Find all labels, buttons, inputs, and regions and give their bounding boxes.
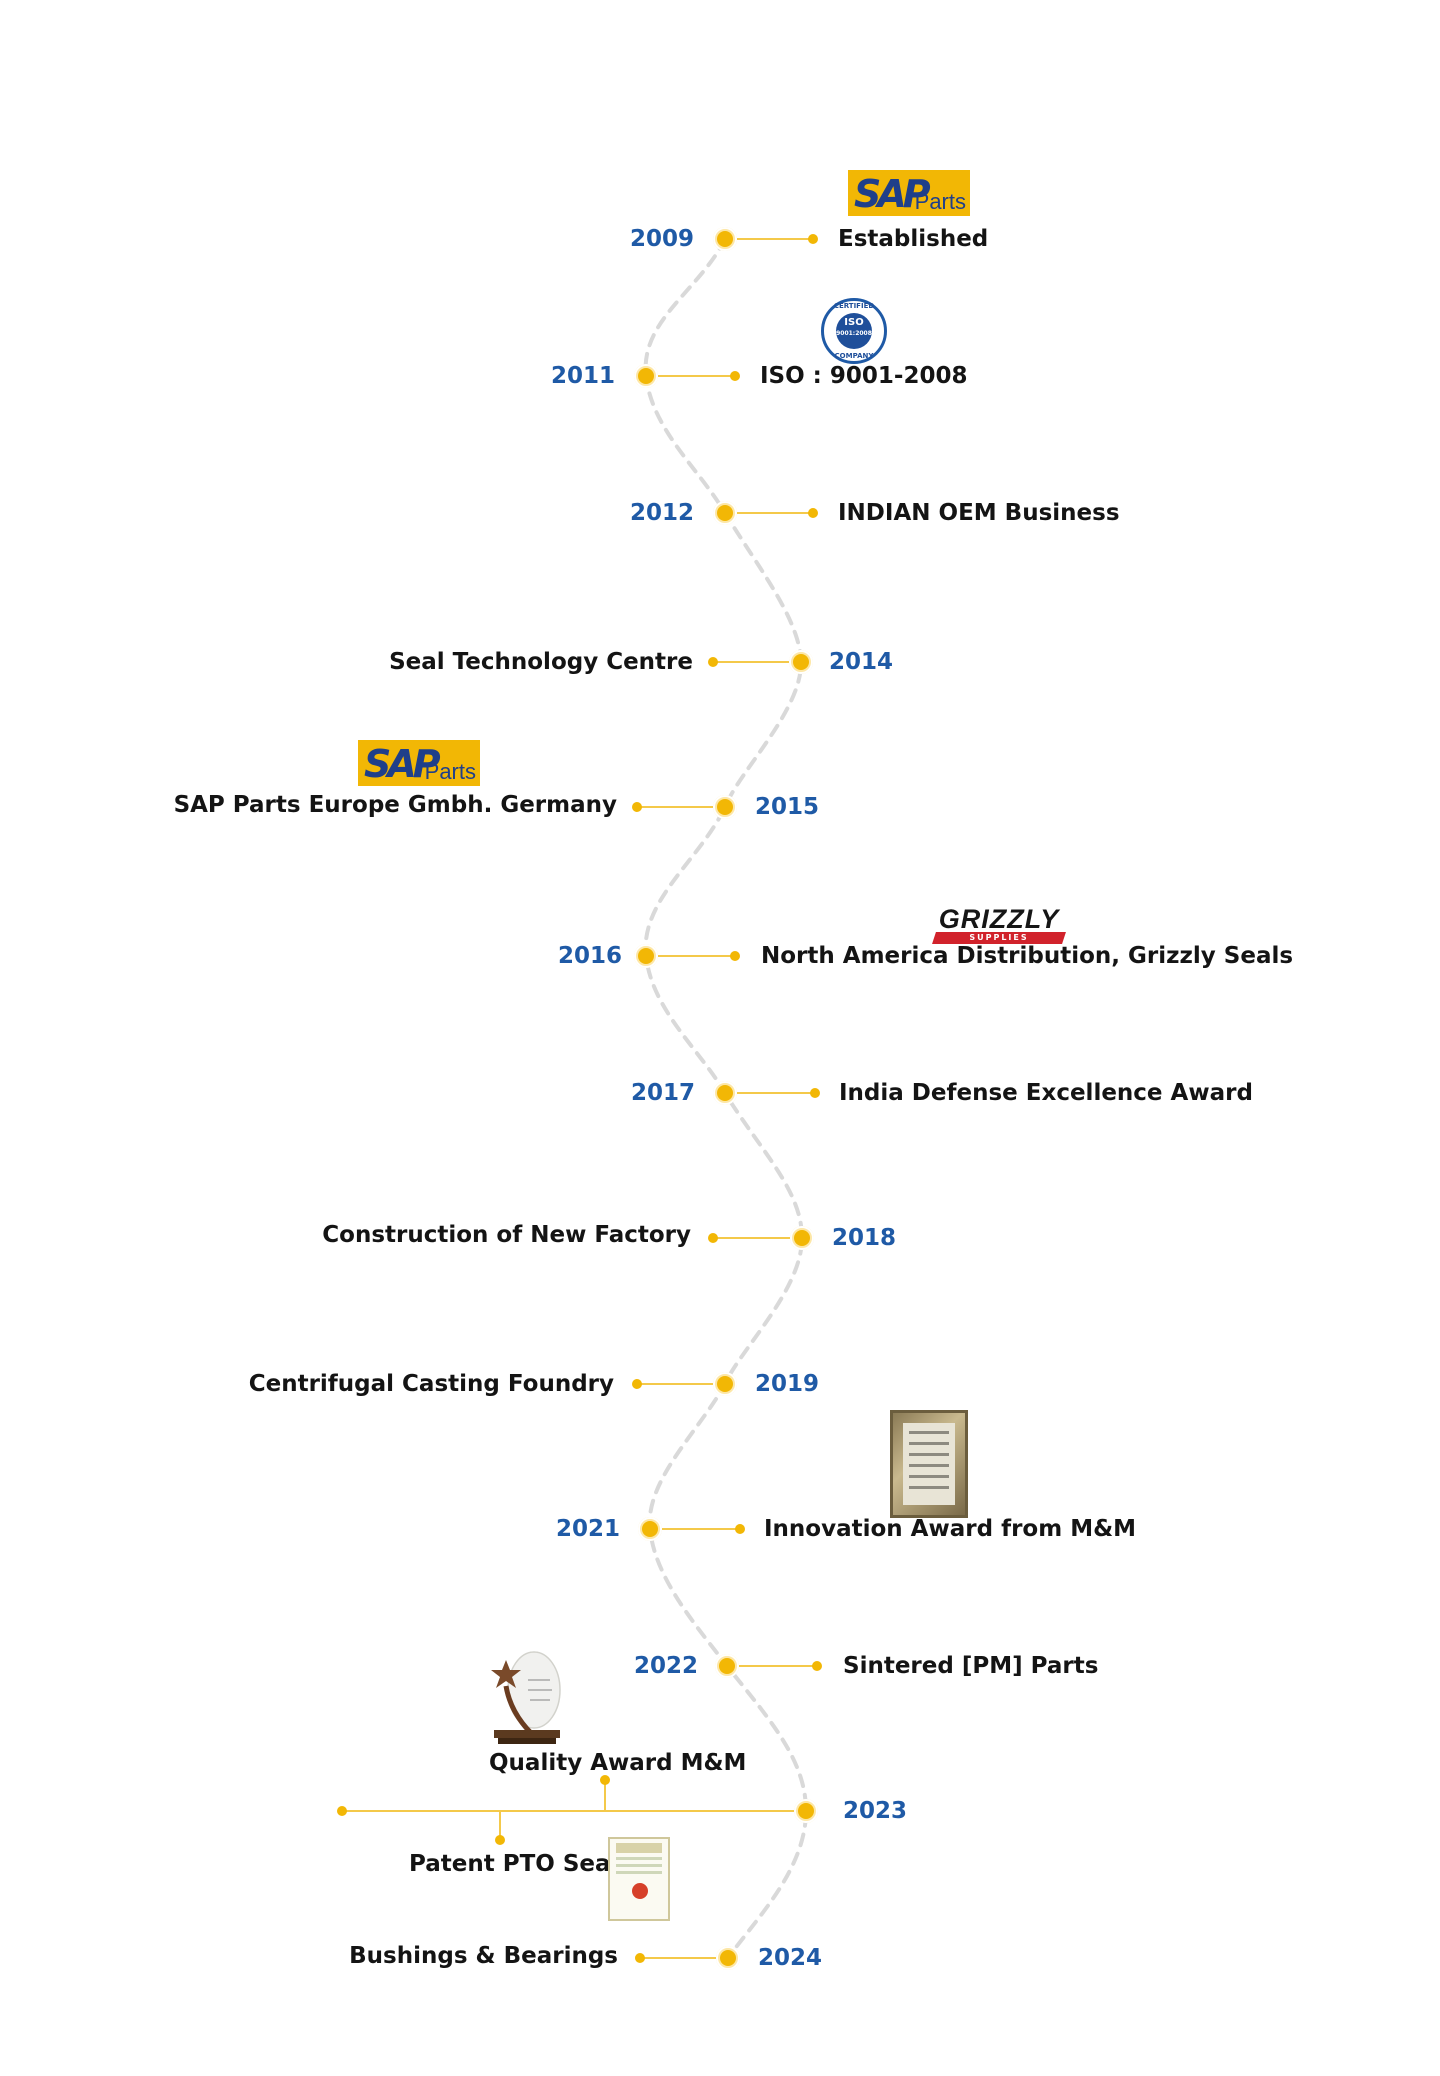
timeline-node-2016-ring xyxy=(634,944,658,968)
milestone-label-2015: SAP Parts Europe Gmbh. Germany xyxy=(173,792,617,818)
milestone-label-2022: Sintered [PM] Parts xyxy=(843,1653,1099,1679)
grizzly-sub: SUPPLIES xyxy=(969,933,1029,942)
connector-end-dot-2023 xyxy=(337,1806,347,1816)
timeline-node-2011-dot xyxy=(638,368,654,384)
connector-end-dot-2019 xyxy=(632,1379,642,1389)
award-plaque-icon xyxy=(890,1410,968,1518)
year-2018: 2018 xyxy=(832,1225,897,1251)
connector-end-dot-2024 xyxy=(635,1953,645,1963)
year-2024: 2024 xyxy=(758,1945,823,1971)
timeline-node-2022-ring xyxy=(715,1654,739,1678)
connector-branch-dot-2023-b xyxy=(495,1835,505,1845)
timeline-node-2014-ring xyxy=(789,650,813,674)
sap-logo-text: SAP xyxy=(364,742,441,786)
timeline-node-2021-dot xyxy=(642,1521,658,1537)
milestone-label-2011: ISO : 9001-2008 xyxy=(760,363,968,389)
connector-end-dot-2012 xyxy=(808,508,818,518)
year-2021: 2021 xyxy=(555,1516,620,1542)
grizzly-supplies-logo: GRIZZLY SUPPLIES xyxy=(932,904,1066,944)
year-2011: 2011 xyxy=(550,363,615,389)
grizzly-word: GRIZZLY xyxy=(938,904,1060,934)
milestone-label-2021: Innovation Award from M&M xyxy=(764,1516,1137,1542)
timeline-node-2018-dot xyxy=(794,1230,810,1246)
sap-parts-logo: SAP Parts xyxy=(358,740,480,786)
milestone-label-2023-b: Patent PTO Seal xyxy=(409,1851,619,1877)
milestone-label-2019: Centrifugal Casting Foundry xyxy=(248,1371,614,1397)
sap-logo-text: SAP xyxy=(854,172,931,216)
timeline-node-2015-ring xyxy=(713,795,737,819)
milestone-label-2012: INDIAN OEM Business xyxy=(838,500,1120,526)
year-2022: 2022 xyxy=(633,1653,698,1679)
sap-parts-logo: SAP Parts xyxy=(848,170,970,216)
iso-bottom-text: COMPANY xyxy=(834,352,874,360)
timeline-node-2024-dot xyxy=(720,1950,736,1966)
year-2009: 2009 xyxy=(629,226,694,252)
connector-end-dot-2011 xyxy=(730,371,740,381)
year-2019: 2019 xyxy=(755,1371,820,1397)
milestone-label-2009: Established xyxy=(838,226,989,252)
connector-end-dot-2022 xyxy=(812,1661,822,1671)
milestone-label-2017: India Defense Excellence Award xyxy=(839,1080,1253,1106)
sap-logo-subtext: Parts xyxy=(424,759,476,784)
cert-line xyxy=(616,1871,662,1874)
timeline-node-2017-ring xyxy=(713,1081,737,1105)
timeline-node-2019-ring xyxy=(713,1372,737,1396)
iso-certified-seal-icon: CERTIFIED ISO 9001:2008 COMPANY xyxy=(821,298,887,364)
connector-end-dot-2015 xyxy=(632,802,642,812)
sap-logo-subtext: Parts xyxy=(914,189,966,214)
milestone-label-2024: Bushings & Bearings xyxy=(349,1943,618,1969)
connector-end-dot-2018 xyxy=(708,1233,718,1243)
cert-line xyxy=(616,1864,662,1867)
timeline-node-2023-dot xyxy=(798,1803,814,1819)
iso-mid-text: ISO xyxy=(844,317,864,328)
trophy-icon xyxy=(491,1651,561,1744)
timeline-node-2023-ring xyxy=(794,1799,818,1823)
timeline-node-2021-ring xyxy=(638,1517,662,1541)
timeline-node-2018-ring xyxy=(790,1226,814,1250)
cert-seal xyxy=(632,1883,648,1899)
iso-top-text: CERTIFIED xyxy=(833,302,875,310)
timeline-node-2009-ring xyxy=(713,227,737,251)
timeline-node-2012-dot xyxy=(717,505,733,521)
year-2017: 2017 xyxy=(630,1080,695,1106)
connector-end-dot-2016 xyxy=(730,951,740,961)
year-2015: 2015 xyxy=(755,794,820,820)
year-2012: 2012 xyxy=(629,500,694,526)
iso-inner: ISO 9001:2008 xyxy=(836,313,872,349)
timeline-node-2014-dot xyxy=(793,654,809,670)
timeline-node-2017-dot xyxy=(717,1085,733,1101)
connector-end-dot-2009 xyxy=(808,234,818,244)
connector-branch-dot-2023-a xyxy=(600,1775,610,1785)
milestone-label-2016: North America Distribution, Grizzly Seal… xyxy=(761,943,1294,969)
timeline-node-2015-dot xyxy=(717,799,733,815)
milestone-label-2018: Construction of New Factory xyxy=(322,1222,691,1248)
connector-end-dot-2021 xyxy=(735,1524,745,1534)
year-2014: 2014 xyxy=(829,649,894,675)
connector-end-dot-2017 xyxy=(810,1088,820,1098)
connector-end-dot-2014 xyxy=(708,657,718,667)
milestone-label-2014: Seal Technology Centre xyxy=(389,649,693,675)
certificate-icon xyxy=(608,1837,670,1921)
cert-line xyxy=(616,1857,662,1860)
timeline-node-2022-dot xyxy=(719,1658,735,1674)
timeline-node-2019-dot xyxy=(717,1376,733,1392)
timeline-node-2012-ring xyxy=(713,501,737,525)
cert-header xyxy=(616,1843,662,1853)
timeline-node-2016-dot xyxy=(638,948,654,964)
plaque-inner xyxy=(903,1423,955,1505)
milestone-label-2023-a: Quality Award M&M xyxy=(489,1750,747,1776)
year-2023: 2023 xyxy=(843,1798,908,1824)
iso-num-text: 9001:2008 xyxy=(836,330,872,337)
timeline-node-2024-ring xyxy=(716,1946,740,1970)
timeline-node-2011-ring xyxy=(634,364,658,388)
year-2016: 2016 xyxy=(557,943,622,969)
timeline-node-2009-dot xyxy=(717,231,733,247)
